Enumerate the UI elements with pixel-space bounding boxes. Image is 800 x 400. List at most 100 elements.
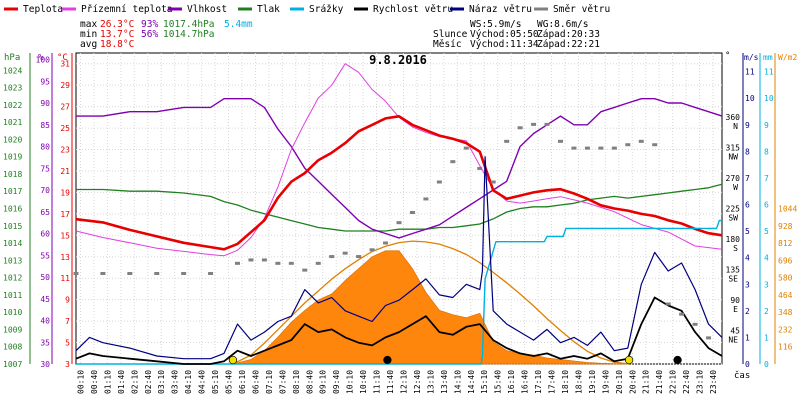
hpa-tick-label: 1019 bbox=[3, 153, 22, 162]
ms-tick-label: 1 bbox=[745, 333, 750, 342]
compass-label: N bbox=[733, 122, 738, 131]
mm-tick-label: 9 bbox=[764, 121, 769, 130]
legend-label: Náraz větru bbox=[469, 4, 532, 15]
celsius-tick-label: 19 bbox=[60, 188, 70, 197]
hpa-axis-label: hPa bbox=[4, 53, 20, 63]
mm-tick-label: 10 bbox=[764, 94, 774, 103]
compass-label: SW bbox=[728, 213, 738, 222]
legend-label: Rychlost větru bbox=[373, 4, 453, 15]
hpa-tick-label: 1012 bbox=[3, 274, 22, 283]
x-tick-label: 03:40 bbox=[171, 370, 180, 394]
direction-tick-label: 225 bbox=[726, 204, 741, 213]
mm-tick-label: 6 bbox=[764, 201, 769, 210]
series-humidity bbox=[76, 98, 723, 239]
hpa-tick-label: 1007 bbox=[3, 360, 22, 369]
stat-avg-label: avg bbox=[80, 39, 97, 50]
x-tick-label: 13:40 bbox=[440, 370, 449, 394]
wind-direction-point bbox=[302, 268, 308, 272]
wind-direction-point bbox=[490, 180, 496, 184]
celsius-tick-label: 11 bbox=[60, 274, 70, 283]
hpa-tick-label: 1014 bbox=[3, 239, 22, 248]
celsius-tick-label: 15 bbox=[60, 231, 70, 240]
percent-tick-label: 95 bbox=[40, 77, 50, 86]
stat-max-temp: 26.3°C bbox=[100, 19, 134, 30]
x-tick-label: 21:10 bbox=[642, 370, 651, 394]
wind-direction-point bbox=[396, 221, 402, 225]
ms-tick-label: 11 bbox=[745, 68, 755, 77]
wm2-tick-label: 464 bbox=[778, 291, 793, 300]
x-tick-label: 00:40 bbox=[90, 370, 99, 394]
direction-tick-label: 90 bbox=[730, 296, 740, 305]
mm-tick-label: 0 bbox=[764, 360, 769, 369]
wind-direction-point bbox=[356, 255, 362, 259]
hpa-tick-label: 1013 bbox=[3, 256, 22, 265]
percent-tick-label: 40 bbox=[40, 317, 50, 326]
x-tick-label: 01:40 bbox=[117, 370, 126, 394]
x-tick-label: 19:10 bbox=[588, 370, 597, 394]
celsius-tick-label: 29 bbox=[60, 81, 70, 90]
percent-tick-label: 30 bbox=[40, 360, 50, 369]
hpa-tick-label: 1020 bbox=[3, 135, 22, 144]
wind-direction-point bbox=[436, 180, 442, 184]
sun-moon-markers bbox=[228, 355, 682, 365]
wind-direction-point bbox=[127, 271, 133, 275]
hpa-tick-label: 1017 bbox=[3, 187, 22, 196]
x-tick-label: 03:10 bbox=[157, 370, 166, 394]
stat-max-rain: 5.4mm bbox=[224, 19, 253, 30]
x-tick-label: 10:10 bbox=[346, 370, 355, 394]
mm-tick-label: 4 bbox=[764, 254, 769, 263]
mm-tick-label: 8 bbox=[764, 147, 769, 156]
x-tick-label: 16:40 bbox=[521, 370, 530, 394]
hpa-tick-label: 1023 bbox=[3, 84, 22, 93]
sun-moon-marker bbox=[624, 355, 634, 365]
wind-direction-point bbox=[208, 271, 214, 275]
mm-tick-label: 1 bbox=[764, 333, 769, 342]
wind-direction-point bbox=[315, 261, 321, 265]
wind-direction-point bbox=[154, 271, 160, 275]
wind-direction-point bbox=[679, 312, 685, 316]
x-tick-label: 14:40 bbox=[467, 370, 476, 394]
direction-tick-label: 360 bbox=[726, 113, 741, 122]
x-tick-label: 08:40 bbox=[305, 370, 314, 394]
mm-tick-label: 11 bbox=[764, 68, 774, 77]
sun-moon-marker bbox=[673, 355, 682, 365]
wind-direction-point bbox=[463, 146, 469, 150]
series-ground-temperature bbox=[75, 63, 723, 257]
wind-direction-point bbox=[611, 146, 617, 150]
compass-label: W bbox=[733, 183, 738, 192]
legend-label: Tlak bbox=[257, 4, 280, 15]
series-theoretical-radiation bbox=[232, 240, 630, 365]
hpa-tick-label: 1011 bbox=[3, 291, 22, 300]
ms-axis-label: m/s bbox=[744, 53, 759, 62]
x-tick-label: 20:10 bbox=[615, 370, 624, 394]
direction-tick-label: 45 bbox=[730, 326, 740, 335]
series-wind-gust bbox=[75, 156, 723, 360]
x-tick-label: 11:10 bbox=[373, 370, 382, 394]
x-tick-label: 06:40 bbox=[251, 370, 260, 394]
wind-direction-point bbox=[571, 146, 577, 150]
x-tick-label: 01:10 bbox=[103, 370, 112, 394]
wind-direction-point bbox=[342, 251, 348, 255]
x-tick-label: 13:10 bbox=[426, 370, 435, 394]
x-tick-label: 05:40 bbox=[225, 370, 234, 394]
mm-tick-label: 3 bbox=[764, 280, 769, 289]
mm-tick-label: 5 bbox=[764, 227, 769, 236]
wind-direction-point bbox=[288, 261, 294, 265]
x-tick-label: 20:40 bbox=[628, 370, 637, 394]
x-tick-label: 04:40 bbox=[198, 370, 207, 394]
wind-direction-point bbox=[638, 139, 644, 143]
stat-min-hum: 56% bbox=[141, 29, 158, 40]
stat-min-temp: 13.7°C bbox=[100, 29, 134, 40]
wm2-tick-label: 232 bbox=[778, 325, 793, 334]
wind-direction-point bbox=[100, 271, 106, 275]
x-tick-label: 07:40 bbox=[278, 370, 287, 394]
stat-avg-temp: 18.8°C bbox=[100, 39, 134, 50]
series-temperature bbox=[75, 115, 723, 251]
ms-tick-label: 10 bbox=[745, 94, 755, 103]
percent-tick-label: 90 bbox=[40, 99, 50, 108]
x-tick-label: 23:40 bbox=[709, 370, 718, 394]
hpa-tick-label: 1010 bbox=[3, 308, 22, 317]
ms-tick-label: 7 bbox=[745, 174, 750, 183]
x-tick-label: 10:40 bbox=[359, 370, 368, 394]
